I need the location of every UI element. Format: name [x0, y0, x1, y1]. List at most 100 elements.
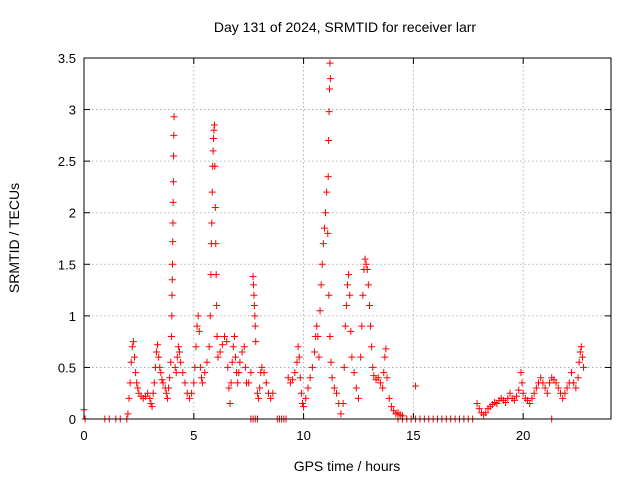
data-point: [124, 410, 132, 418]
data-point: [149, 389, 157, 397]
data-point: [176, 348, 184, 356]
data-point: [201, 369, 209, 377]
x-tick-label: 5: [190, 428, 197, 443]
data-point: [546, 379, 554, 387]
data-point: [328, 374, 336, 382]
data-point: [327, 358, 335, 366]
data-point: [181, 379, 189, 387]
data-point: [250, 302, 258, 310]
data-point: [167, 332, 175, 340]
data-point: [526, 400, 534, 408]
axis-ticks: [83, 57, 611, 420]
data-point: [339, 400, 347, 408]
data-point: [346, 291, 354, 299]
data-point: [518, 379, 526, 387]
data-point: [172, 369, 180, 377]
data-point: [576, 348, 584, 356]
data-point: [519, 389, 527, 397]
data-point: [348, 353, 356, 361]
data-point: [251, 312, 259, 320]
data-point: [251, 322, 259, 330]
data-point: [541, 384, 549, 392]
data-point: [125, 394, 133, 402]
data-point: [352, 384, 360, 392]
data-point: [211, 204, 219, 212]
y-axis-label: SRMTID / TECUs: [6, 183, 22, 293]
data-point: [126, 379, 134, 387]
data-point: [209, 147, 217, 155]
data-point: [212, 271, 220, 279]
data-point: [155, 353, 163, 361]
data-point: [134, 384, 142, 392]
data-point: [308, 363, 316, 371]
data-point: [256, 384, 264, 392]
data-point: [152, 348, 160, 356]
data-point: [563, 384, 571, 392]
data-point: [306, 374, 314, 382]
data-point: [206, 312, 214, 320]
data-point: [344, 281, 351, 289]
data-point: [567, 369, 575, 377]
data-point: [129, 338, 137, 346]
data-point: [253, 389, 261, 397]
data-point: [236, 358, 244, 366]
data-point: [230, 332, 238, 340]
data-point: [162, 389, 170, 397]
data-point: [354, 394, 362, 402]
data-point: [250, 281, 258, 289]
data-point: [127, 358, 135, 366]
data-point: [342, 302, 350, 310]
data-points: [80, 59, 588, 423]
x-tick-label: 10: [296, 428, 310, 443]
data-point: [194, 312, 202, 320]
data-point: [559, 394, 567, 402]
data-point: [241, 363, 249, 371]
data-point: [326, 332, 334, 340]
data-point: [240, 343, 248, 351]
data-point: [578, 353, 586, 361]
data-point: [147, 400, 155, 408]
y-tick-label: 1: [69, 309, 76, 324]
data-point: [197, 374, 205, 382]
data-point: [208, 219, 216, 227]
data-point: [224, 363, 232, 371]
data-point: [374, 374, 382, 382]
data-point: [517, 369, 525, 377]
data-point: [513, 392, 521, 400]
data-point: [185, 394, 193, 402]
data-point: [326, 59, 334, 67]
data-point: [363, 265, 371, 273]
data-point: [381, 353, 389, 361]
data-point: [337, 410, 345, 418]
data-point: [167, 358, 175, 366]
data-point: [218, 341, 226, 349]
data-point: [515, 386, 523, 394]
data-point: [385, 394, 393, 402]
y-tick-label: 2.5: [58, 154, 76, 169]
chart-title: Day 131 of 2024, SRMTID for receiver lar…: [214, 19, 477, 35]
data-point: [300, 403, 308, 411]
data-point: [203, 358, 211, 366]
data-point: [387, 403, 395, 411]
data-point: [323, 188, 331, 196]
data-point: [294, 343, 302, 351]
data-point: [250, 291, 258, 299]
data-point: [314, 332, 322, 340]
data-point: [532, 384, 540, 392]
data-point: [173, 353, 181, 361]
data-point: [298, 400, 306, 408]
data-point: [249, 273, 257, 281]
data-point: [211, 162, 219, 170]
data-point: [132, 369, 140, 377]
data-point: [154, 341, 162, 349]
data-point: [475, 405, 483, 413]
data-point: [364, 281, 372, 289]
data-point: [148, 403, 156, 411]
data-point: [367, 322, 375, 330]
data-point: [357, 353, 365, 361]
data-point: [324, 173, 332, 181]
data-point: [325, 291, 333, 299]
data-point: [169, 219, 177, 227]
data-point: [157, 369, 165, 377]
